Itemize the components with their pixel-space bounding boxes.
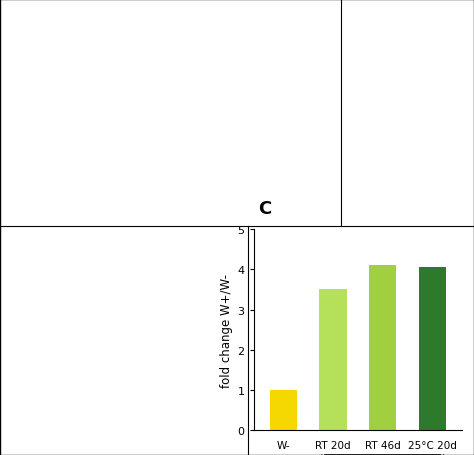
Bar bbox=[369, 266, 396, 430]
Bar bbox=[419, 268, 446, 430]
Bar bbox=[270, 390, 297, 430]
Text: C: C bbox=[258, 200, 272, 218]
Bar bbox=[319, 290, 346, 430]
Y-axis label: fold change W+/W-: fold change W+/W- bbox=[220, 273, 233, 387]
